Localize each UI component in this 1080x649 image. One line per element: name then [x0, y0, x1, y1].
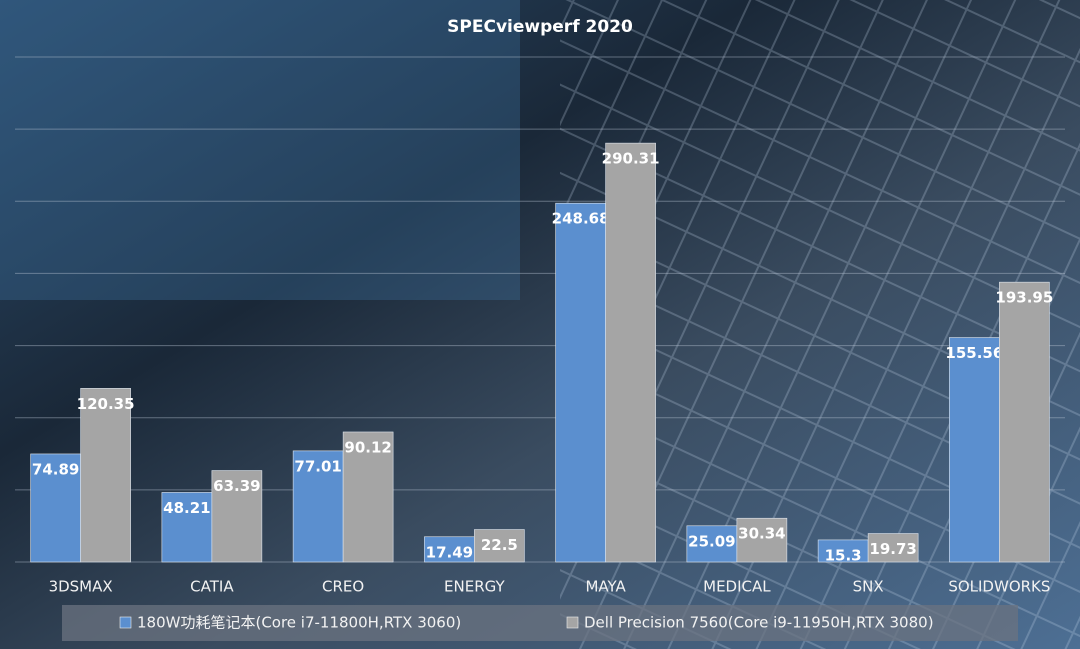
x-tick-label: SNX	[853, 578, 884, 596]
chart-title: SPECviewperf 2020	[447, 17, 633, 37]
value-label: 25.09	[688, 532, 735, 550]
legend-swatch	[119, 616, 132, 629]
x-tick-label: CREO	[322, 578, 364, 596]
bar	[736, 517, 788, 563]
bar	[80, 388, 131, 563]
value-label: 120.35	[77, 395, 135, 413]
value-label: 22.5	[481, 536, 518, 554]
bar	[30, 453, 81, 563]
value-label: 193.95	[995, 289, 1053, 307]
value-label: 17.49	[426, 543, 473, 561]
x-tick-label: 3DSMAX	[49, 578, 113, 596]
bar	[474, 529, 525, 563]
x-tick-label: MAYA	[585, 578, 626, 596]
bar	[211, 470, 263, 563]
bar	[555, 202, 606, 563]
value-label: 63.39	[213, 477, 260, 495]
x-tick-label: ENERGY	[444, 578, 505, 596]
bar	[686, 525, 738, 563]
value-label: 30.34	[738, 525, 785, 543]
value-label: 48.21	[163, 499, 210, 517]
value-label: 248.68	[552, 210, 610, 228]
bar	[867, 533, 919, 563]
value-label: 77.01	[294, 457, 341, 475]
bar	[424, 536, 475, 563]
x-tick-label: SOLIDWORKS	[948, 578, 1050, 596]
bar	[605, 142, 656, 563]
background-screen	[0, 0, 520, 300]
value-label: 74.89	[32, 460, 79, 478]
bar	[292, 450, 344, 563]
bar	[161, 492, 213, 563]
legend-label: 180W功耗笔记本(Core i7-11800H,RTX 3060)	[137, 614, 461, 632]
x-tick-label: CATIA	[190, 578, 234, 596]
value-label: 90.12	[344, 438, 391, 456]
legend-box	[62, 605, 1018, 641]
legend-label: Dell Precision 7560(Core i9-11950H,RTX 3…	[584, 614, 934, 632]
value-label: 19.73	[869, 540, 916, 558]
legend-swatch	[566, 616, 579, 629]
value-label: 290.31	[602, 150, 660, 168]
bar	[949, 337, 1000, 563]
bar	[999, 281, 1050, 563]
value-label: 155.56	[945, 344, 1003, 362]
value-label: 15.3	[825, 546, 862, 564]
bar	[342, 431, 394, 563]
x-tick-label: MEDICAL	[703, 578, 771, 596]
legend: 180W功耗笔记本(Core i7-11800H,RTX 3060) Dell P…	[119, 614, 934, 632]
